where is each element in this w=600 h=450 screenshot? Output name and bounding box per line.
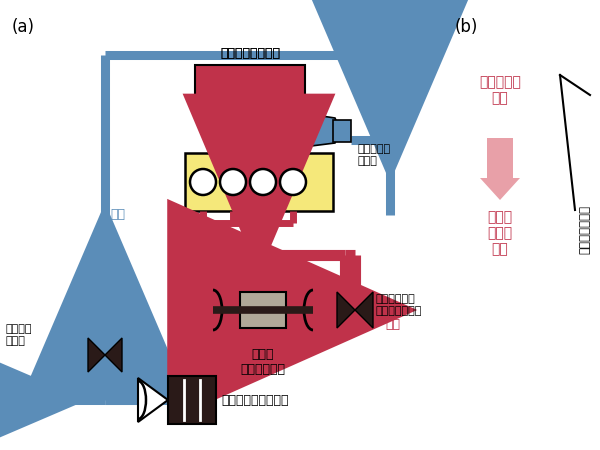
Text: 吸気: 吸気 bbox=[20, 406, 35, 419]
Text: ウエイスト・
ゲート・バルブ: ウエイスト・ ゲート・バルブ bbox=[376, 294, 422, 316]
Circle shape bbox=[220, 169, 246, 195]
Circle shape bbox=[280, 169, 306, 195]
Polygon shape bbox=[138, 378, 168, 422]
FancyBboxPatch shape bbox=[333, 120, 351, 142]
Text: インタークーラー: インタークーラー bbox=[220, 47, 280, 60]
Polygon shape bbox=[291, 282, 313, 338]
Polygon shape bbox=[480, 138, 520, 200]
Circle shape bbox=[250, 169, 276, 195]
Text: 吸気: 吸気 bbox=[110, 208, 125, 221]
Polygon shape bbox=[355, 292, 373, 328]
Polygon shape bbox=[337, 292, 355, 328]
Text: 低速トルク
向上: 低速トルク 向上 bbox=[479, 75, 521, 105]
Text: インタークーラー: インタークーラー bbox=[220, 47, 280, 60]
Polygon shape bbox=[213, 282, 235, 338]
Text: 排気: 排気 bbox=[385, 319, 400, 332]
FancyBboxPatch shape bbox=[185, 153, 333, 211]
Text: (b): (b) bbox=[455, 18, 478, 36]
Text: 電動コンプレッサー: 電動コンプレッサー bbox=[221, 393, 289, 406]
Text: バイパス
バルブ: バイパス バルブ bbox=[5, 324, 32, 346]
Text: ターボ
チャージャー: ターボ チャージャー bbox=[241, 348, 286, 376]
FancyBboxPatch shape bbox=[240, 292, 286, 328]
Polygon shape bbox=[105, 338, 122, 372]
Text: 車両の
応答性
向上: 車両の 応答性 向上 bbox=[487, 210, 512, 256]
Polygon shape bbox=[88, 338, 105, 372]
FancyBboxPatch shape bbox=[168, 376, 216, 424]
FancyBboxPatch shape bbox=[195, 65, 305, 105]
Text: スロットル
バルブ: スロットル バルブ bbox=[358, 144, 391, 166]
Polygon shape bbox=[215, 112, 340, 148]
Text: エンジントルク: エンジントルク bbox=[578, 206, 592, 255]
Circle shape bbox=[190, 169, 216, 195]
Text: (a): (a) bbox=[12, 18, 35, 36]
